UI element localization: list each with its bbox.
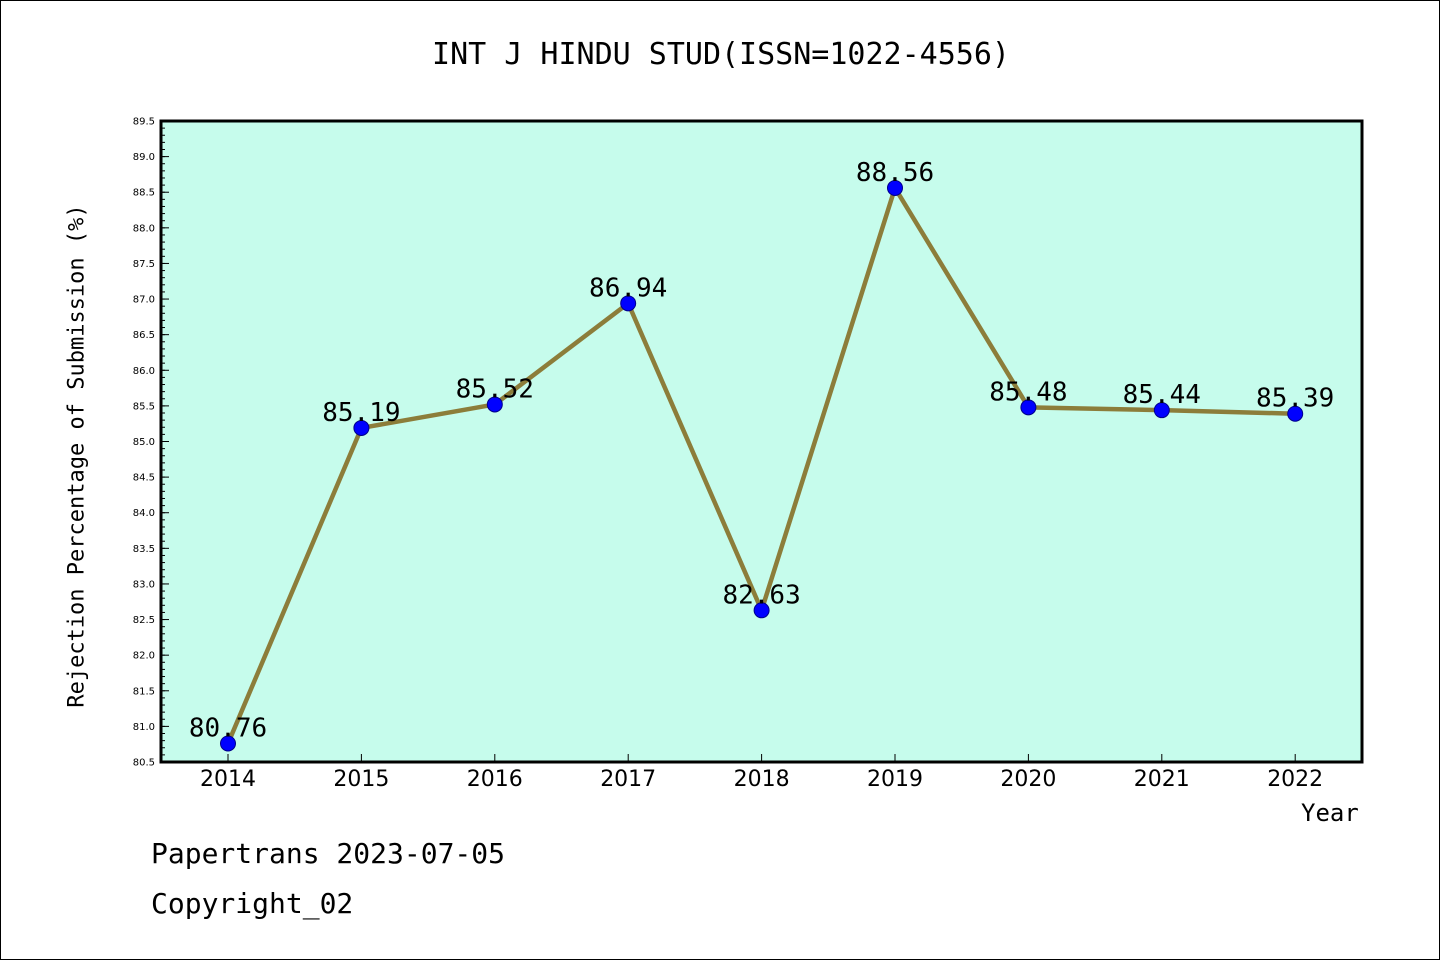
data-point xyxy=(353,419,370,436)
y-tick-label: 83.0 xyxy=(133,579,155,590)
y-tick-label: 88.0 xyxy=(133,223,155,234)
y-tick-label: 86.5 xyxy=(133,330,155,341)
y-tick-label: 81.5 xyxy=(133,686,155,697)
y-tick-label: 84.5 xyxy=(133,473,155,484)
data-label: 85.52 xyxy=(456,374,534,404)
plot-area xyxy=(161,121,1362,762)
y-tick-label: 87.0 xyxy=(133,295,155,306)
data-point xyxy=(1020,399,1037,416)
y-tick-label: 85.0 xyxy=(133,437,155,448)
x-tick-label: 2018 xyxy=(734,767,790,792)
y-tick-label: 80.5 xyxy=(133,758,155,769)
data-point xyxy=(1287,405,1304,422)
x-tick-label: 2019 xyxy=(867,767,923,792)
x-tick-label: 2021 xyxy=(1134,767,1190,792)
data-point xyxy=(1153,402,1170,419)
data-label: 85.44 xyxy=(1123,380,1201,410)
data-point xyxy=(887,179,903,196)
x-tick-label: 2020 xyxy=(1000,767,1056,792)
y-tick-label: 81.0 xyxy=(133,722,155,733)
y-tick-label: 86.0 xyxy=(133,366,155,377)
data-label: 85.19 xyxy=(322,398,400,428)
data-point xyxy=(486,396,503,413)
data-point xyxy=(753,602,770,619)
data-label: 85.48 xyxy=(989,377,1067,407)
y-tick-label: 82.5 xyxy=(133,615,155,626)
data-point xyxy=(220,735,236,752)
chart-title: INT J HINDU STUD(ISSN=1022-4556) xyxy=(432,37,1010,72)
y-tick-label: 83.5 xyxy=(133,544,155,555)
y-tick-label: 88.5 xyxy=(133,188,155,199)
x-tick-label: 2017 xyxy=(600,767,656,792)
y-tick-label: 87.5 xyxy=(133,259,155,270)
y-tick-label: 89.5 xyxy=(133,117,155,128)
data-label: 82.63 xyxy=(722,580,800,610)
x-tick-label: 2016 xyxy=(467,767,523,792)
footer-copyright-text: Copyright_02 xyxy=(151,887,354,920)
data-point xyxy=(620,295,637,312)
y-tick-label: 84.0 xyxy=(133,508,155,519)
y-tick-label: 82.0 xyxy=(133,651,155,662)
y-tick-label: 89.0 xyxy=(133,152,155,163)
data-label: 85.39 xyxy=(1256,384,1334,414)
x-tick-label: 2015 xyxy=(333,767,389,792)
data-label: 80.76 xyxy=(189,713,267,743)
x-tick-label: 2022 xyxy=(1267,767,1323,792)
data-label: 86.94 xyxy=(589,273,667,303)
x-axis-label: Year xyxy=(1301,799,1359,827)
data-label: 88.56 xyxy=(856,158,934,188)
x-tick-label: 2014 xyxy=(200,767,256,792)
y-tick-label: 85.5 xyxy=(133,401,155,412)
footer-date-text: Papertrans 2023-07-05 xyxy=(151,837,506,870)
